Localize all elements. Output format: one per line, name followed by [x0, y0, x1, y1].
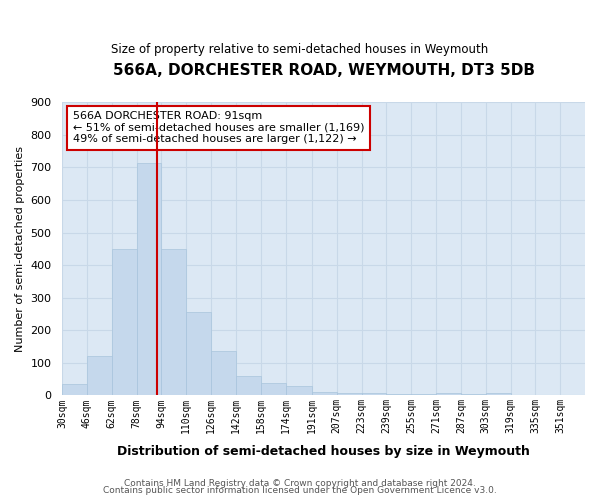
Text: 566A DORCHESTER ROAD: 91sqm
← 51% of semi-detached houses are smaller (1,169)
49: 566A DORCHESTER ROAD: 91sqm ← 51% of sem…	[73, 111, 364, 144]
Bar	[236, 376, 261, 396]
Bar	[161, 249, 186, 396]
Title: 566A, DORCHESTER ROAD, WEYMOUTH, DT3 5DB: 566A, DORCHESTER ROAD, WEYMOUTH, DT3 5DB	[113, 62, 535, 78]
Text: Contains public sector information licensed under the Open Government Licence v3: Contains public sector information licen…	[103, 486, 497, 495]
Bar	[362, 393, 386, 396]
Bar	[337, 393, 362, 396]
Bar	[485, 394, 511, 396]
Bar	[436, 393, 461, 396]
Bar	[461, 394, 485, 396]
Bar	[87, 356, 112, 396]
Bar	[137, 162, 161, 396]
Bar	[386, 394, 411, 396]
Bar	[411, 394, 436, 396]
Bar	[62, 384, 87, 396]
X-axis label: Distribution of semi-detached houses by size in Weymouth: Distribution of semi-detached houses by …	[117, 444, 530, 458]
Bar	[186, 312, 211, 396]
Bar	[312, 392, 337, 396]
Bar	[211, 352, 236, 396]
Text: Contains HM Land Registry data © Crown copyright and database right 2024.: Contains HM Land Registry data © Crown c…	[124, 478, 476, 488]
Text: Size of property relative to semi-detached houses in Weymouth: Size of property relative to semi-detach…	[112, 42, 488, 56]
Bar	[112, 249, 137, 396]
Bar	[261, 384, 286, 396]
Bar	[286, 386, 312, 396]
Y-axis label: Number of semi-detached properties: Number of semi-detached properties	[15, 146, 25, 352]
